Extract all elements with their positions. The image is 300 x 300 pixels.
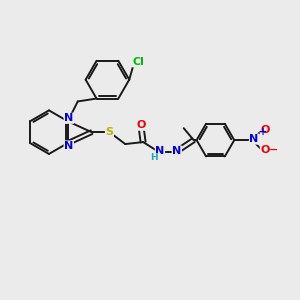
Text: N: N [172, 146, 182, 156]
Text: N: N [64, 141, 74, 151]
Text: N: N [250, 134, 259, 144]
Text: O: O [260, 145, 270, 155]
Text: −: − [269, 145, 278, 155]
Text: S: S [105, 127, 113, 137]
Text: O: O [260, 125, 270, 135]
Text: H: H [150, 153, 158, 162]
Text: O: O [136, 120, 146, 130]
Text: +: + [259, 127, 267, 137]
Text: N: N [64, 113, 74, 123]
Text: N: N [155, 146, 165, 156]
Text: Cl: Cl [132, 57, 144, 67]
